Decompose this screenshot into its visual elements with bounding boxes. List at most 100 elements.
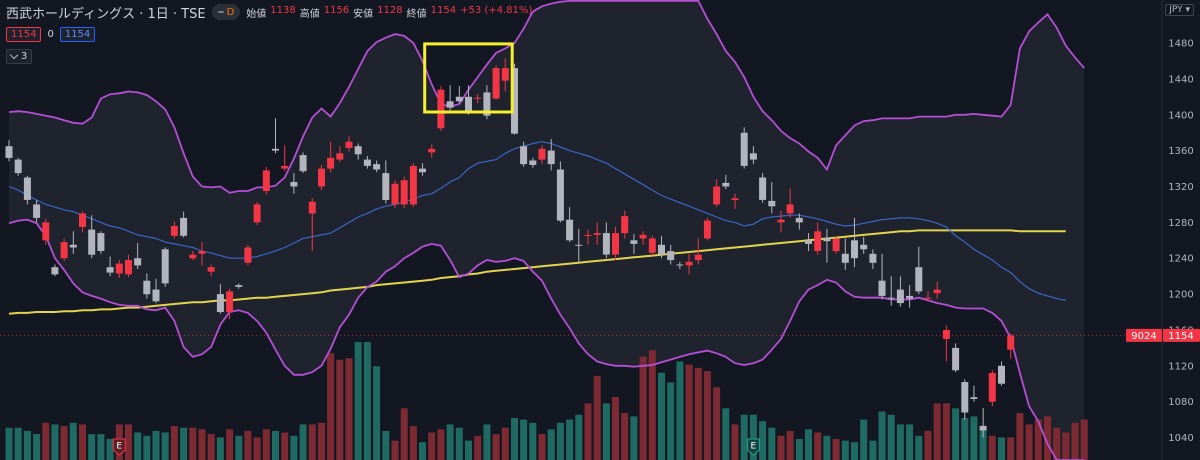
candle-body <box>409 165 417 205</box>
candlesticks <box>5 58 1015 438</box>
candle-body <box>501 68 509 81</box>
candle-body <box>915 267 923 292</box>
candle-body <box>14 159 22 174</box>
candle-body <box>823 237 831 242</box>
candle-body <box>851 240 858 259</box>
candle-body <box>1007 335 1015 350</box>
candle-body <box>125 260 132 275</box>
volume-bar <box>299 424 307 460</box>
volume-bar <box>878 411 886 460</box>
ohlc-values: 始値 1138 高値 1156 安値 1128 終値 1154 +53 (+4.81%) <box>246 5 532 20</box>
volume-bar <box>860 419 868 460</box>
candle-body <box>42 222 50 241</box>
volume-bar <box>308 424 316 460</box>
volume-bar <box>805 429 812 460</box>
volume-bar <box>226 429 234 460</box>
volume-bar <box>419 442 426 460</box>
close-label: 終値 <box>406 8 427 20</box>
volume-bar <box>318 422 325 460</box>
candle-body <box>161 249 169 284</box>
volume-bar <box>198 429 206 460</box>
price-tick-label: 1320 <box>1168 182 1193 193</box>
volume-bar <box>465 440 472 460</box>
symbol-title[interactable]: 西武ホールディングス · 1日 · TSE <box>6 6 206 22</box>
candle-body <box>216 294 224 312</box>
price-tick-label: 1440 <box>1168 74 1193 85</box>
candle-body <box>152 289 160 302</box>
candle-body <box>961 382 969 413</box>
volume-bar <box>823 435 831 460</box>
candle-body <box>465 96 472 113</box>
volume-bar <box>474 435 482 460</box>
candle-body <box>318 168 325 187</box>
volume-bar <box>896 424 904 460</box>
volume-bar <box>161 432 169 460</box>
candle-body <box>703 220 711 239</box>
candle-body <box>235 285 243 287</box>
candle-body <box>382 173 390 200</box>
candle-body <box>786 204 794 214</box>
candle-body <box>768 200 776 207</box>
price-tick-label: 1360 <box>1168 146 1193 157</box>
volume-bar <box>235 435 243 460</box>
open-label: 始値 <box>246 8 267 20</box>
volume-bar <box>1071 422 1079 460</box>
volume-bar <box>915 435 923 460</box>
price-tag-label: 1154 <box>1168 331 1193 342</box>
candle-body <box>198 251 206 254</box>
price-tick-label: 1280 <box>1168 218 1193 229</box>
volume-bar <box>345 358 353 460</box>
earnings-marker-label: E <box>116 442 122 452</box>
candle-body <box>676 264 684 266</box>
interval-badge[interactable]: D <box>211 4 241 20</box>
high-value: 1156 <box>323 4 350 16</box>
volume-bar <box>584 403 592 460</box>
candle-body <box>731 198 739 200</box>
candle-body <box>841 253 849 263</box>
candle-body <box>621 216 629 234</box>
candle-body <box>630 240 638 244</box>
candle-body <box>749 153 757 160</box>
volume-bar <box>694 367 702 460</box>
volume-bar <box>400 408 408 460</box>
volume-bar <box>1016 413 1024 460</box>
currency-selector[interactable]: JPY ▾ <box>1165 4 1194 16</box>
indicators-toggle[interactable]: 3 <box>6 49 33 64</box>
volume-bar <box>170 426 178 460</box>
volume-tag: 9024 <box>1126 328 1162 342</box>
price-tick-label: 1200 <box>1168 290 1193 301</box>
volume-bar <box>428 432 436 460</box>
value-box-red[interactable]: 1154 <box>6 27 42 42</box>
price-tick-label: 1240 <box>1168 254 1193 265</box>
candle-body <box>648 238 656 253</box>
candle-body <box>373 164 381 170</box>
candle-body <box>612 233 619 255</box>
volume-bar <box>648 350 656 460</box>
earnings-marker[interactable] <box>112 438 126 456</box>
volume-bar <box>207 434 215 460</box>
chevron-down-icon <box>9 50 19 60</box>
candle-body <box>474 97 482 99</box>
chevron-down-icon: ▾ <box>1185 5 1190 15</box>
volume-bar <box>575 414 583 460</box>
volume-bar <box>749 414 757 460</box>
candle-body <box>207 267 215 272</box>
value-box-blue[interactable]: 1154 <box>59 27 96 42</box>
candle-body <box>428 148 436 153</box>
candle-body <box>556 169 564 221</box>
volume-bar <box>593 375 601 460</box>
candle-body <box>79 213 86 227</box>
volume-bar <box>759 421 767 460</box>
candle-body <box>290 182 298 187</box>
minus-icon <box>217 11 224 13</box>
volume-bar <box>152 430 160 460</box>
earnings-marker[interactable] <box>746 438 760 456</box>
price-axis[interactable]: 1040108011201160120012401280132013601400… <box>1168 39 1193 445</box>
low-value: 1128 <box>377 4 403 16</box>
earnings-marker-label: E <box>751 442 757 452</box>
volume-bar <box>455 427 463 460</box>
candle-body <box>23 177 31 200</box>
volume-bar <box>566 419 574 460</box>
candle-body <box>446 101 454 108</box>
